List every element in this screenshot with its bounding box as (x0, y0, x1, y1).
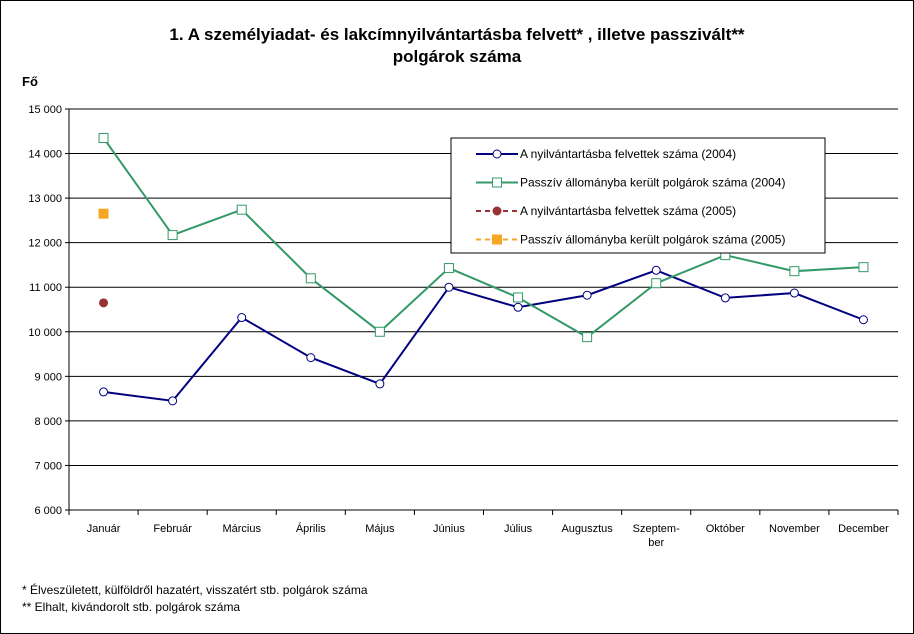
y-tick-label: 14 000 (28, 149, 62, 161)
legend-marker (492, 177, 502, 188)
x-tick-label: Október (706, 523, 745, 535)
y-tick-label: 11 000 (29, 282, 62, 294)
y-tick-label: 7 000 (34, 460, 62, 472)
series-1-point (651, 265, 661, 275)
series-1-point (789, 288, 799, 298)
series-2-point (582, 332, 593, 343)
series-1-point (444, 282, 454, 292)
x-tick-label: November (769, 523, 820, 535)
x-tick-label: Január (87, 523, 121, 535)
series-2-point (513, 292, 524, 303)
chart-title: 1. A személyiadat- és lakcímnyilvántartá… (0, 24, 914, 68)
series-2-point (651, 278, 662, 289)
y-tick-label: 13 000 (28, 193, 62, 205)
series-line-1 (103, 269, 864, 402)
series-2-point (789, 266, 800, 277)
legend (450, 137, 826, 254)
series-2-point (167, 230, 178, 241)
legend-marker (492, 206, 502, 216)
x-tick-label: Február (153, 523, 192, 535)
y-tick-label: 12 000 (28, 238, 62, 250)
x-tick-label: Július (504, 523, 533, 535)
series-2-point (98, 132, 109, 143)
series-1-point (375, 379, 385, 389)
series-2-point (374, 326, 385, 337)
y-tick-label: 15 000 (28, 104, 62, 116)
legend-label: A nyilvántartásba felvettek száma (2005) (520, 204, 736, 218)
series-1-point (720, 293, 730, 303)
legend-marker (492, 149, 502, 159)
x-tick-label: December (838, 523, 889, 535)
legend-label: Passzív állományba került polgárok száma… (520, 176, 785, 190)
y-axis-label: Fő (22, 74, 38, 89)
footnotes: * Élveszületett, külföldről hazatért, vi… (22, 582, 368, 616)
x-tick-label: Augusztus (561, 523, 613, 535)
series-1-point (99, 387, 109, 397)
legend-label: A nyilvántartásba felvettek száma (2004) (520, 147, 736, 161)
footnote-1: * Élveszületett, külföldről hazatért, vi… (22, 583, 368, 597)
y-tick-label: 9 000 (34, 371, 62, 383)
series-1-point (237, 313, 247, 323)
series-2-point (443, 263, 454, 274)
footnote-2: ** Elhalt, kivándorolt stb. polgárok szá… (22, 600, 241, 614)
y-tick-label: 8 000 (34, 416, 62, 428)
series-1-point (168, 396, 178, 406)
series-2-point (305, 273, 316, 284)
y-tick-label: 10 000 (28, 327, 62, 339)
legend-marker (492, 234, 502, 245)
series-line-2 (102, 137, 864, 339)
x-tick-label: Április (296, 522, 326, 535)
series-2-point (858, 262, 869, 273)
series-2-point (236, 204, 247, 215)
x-tick-label: Május (365, 523, 395, 535)
series-1-point (306, 353, 316, 363)
x-tick-label: Szeptem- (633, 523, 680, 535)
series-1-point (858, 315, 868, 325)
series-4-point (98, 208, 109, 219)
x-tick-label: Március (222, 523, 261, 535)
chart-title-line-1: 1. A személyiadat- és lakcímnyilvántartá… (169, 25, 745, 44)
series-1-point (582, 290, 592, 300)
x-tick-label: ber (648, 537, 664, 549)
series-1-point (513, 302, 523, 312)
legend-label: Passzív állományba került polgárok száma… (520, 233, 785, 247)
series-3-point (99, 298, 109, 308)
y-tick-label: 6 000 (34, 505, 62, 517)
x-tick-label: Június (433, 523, 465, 535)
chart-title-line-2: polgárok száma (392, 47, 522, 66)
